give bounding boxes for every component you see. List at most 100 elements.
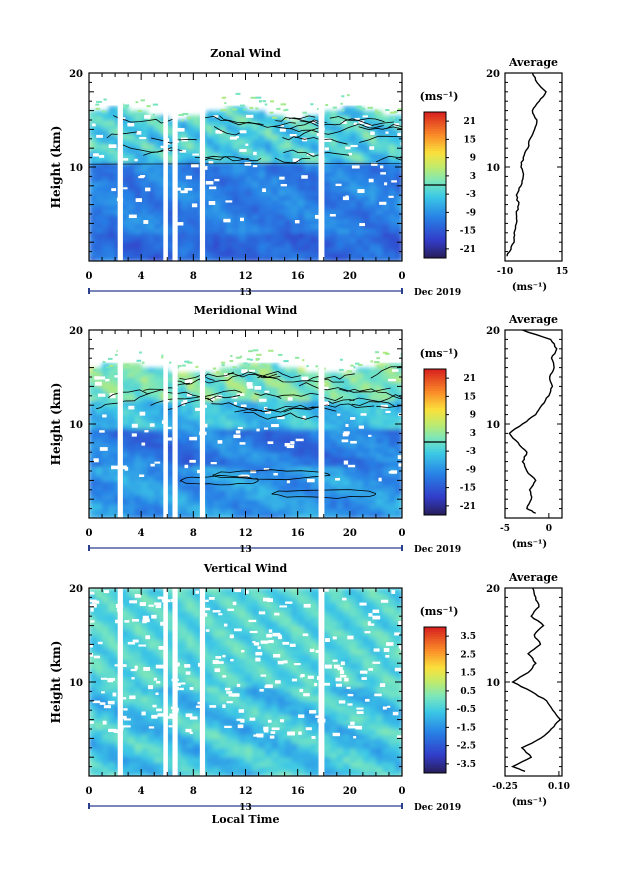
heatmap-cell	[154, 452, 162, 458]
heatmap-cell	[108, 218, 116, 224]
heatmap-cell	[141, 386, 149, 392]
heatmap-cell	[128, 663, 136, 669]
heatmap-cell	[95, 199, 103, 206]
heatmap-cell	[278, 195, 286, 201]
heatmap-cell	[134, 635, 142, 641]
heatmap-cell	[108, 738, 116, 744]
heatmap-cell	[356, 214, 364, 220]
sparse-echo	[377, 365, 380, 368]
missing-data-speckle	[94, 376, 100, 380]
heatmap-cell	[108, 658, 116, 664]
heatmap-cell	[193, 242, 201, 248]
heatmap-cell	[219, 766, 227, 772]
heatmap-cell	[147, 124, 155, 130]
heatmap-cell	[141, 705, 149, 711]
heatmap-cell	[121, 242, 129, 248]
heatmap-cell	[108, 110, 116, 116]
heatmap-cell	[225, 630, 234, 636]
heatmap-cell	[102, 433, 110, 439]
colorbar-swatch	[424, 185, 446, 188]
heatmap-cell	[167, 682, 175, 688]
heatmap-cell	[271, 452, 279, 458]
heatmap-cell	[180, 761, 188, 768]
sparse-echo	[280, 103, 287, 106]
heatmap-cell	[128, 653, 136, 660]
heatmap-cell	[291, 419, 299, 425]
missing-data-speckle	[248, 369, 255, 372]
heatmap-cell	[349, 513, 357, 518]
heatmap-cell	[147, 167, 155, 173]
contour-line	[376, 405, 402, 408]
heatmap-cell	[219, 475, 227, 481]
profile-x-tick-label: -5	[500, 524, 510, 534]
heatmap-cell	[245, 110, 253, 116]
heatmap-cell	[212, 438, 221, 444]
missing-data-speckle	[233, 401, 237, 405]
heatmap-cell	[362, 199, 370, 206]
heatmap-cell	[102, 181, 110, 187]
profile-x-tick-label: 15	[556, 267, 569, 277]
heatmap-cell	[238, 395, 247, 402]
heatmap-cell	[219, 485, 227, 491]
heatmap-cell	[180, 475, 188, 481]
heatmap-cell	[89, 682, 97, 688]
heatmap-cell	[238, 620, 247, 627]
colorbar-swatch	[424, 451, 446, 455]
heatmap-cell	[349, 120, 357, 126]
heatmap-cell	[252, 644, 260, 650]
heatmap-cell	[141, 167, 149, 173]
heatmap-cell	[291, 391, 299, 397]
heatmap-cell	[252, 424, 260, 430]
heatmap-cell	[362, 232, 370, 239]
heatmap-cell	[206, 658, 214, 664]
heatmap-cell	[193, 658, 201, 664]
contour-line	[264, 404, 324, 411]
heatmap-cell	[193, 475, 201, 481]
heatmap-cell	[336, 475, 344, 481]
heatmap-cell	[291, 414, 299, 420]
colorbar-swatch	[424, 415, 446, 419]
heatmap-cell	[134, 475, 142, 481]
heatmap-cell	[375, 494, 384, 500]
heatmap-cell	[245, 729, 253, 735]
heatmap-cell	[128, 428, 136, 434]
heatmap-cell	[369, 124, 377, 130]
heatmap-cell	[212, 237, 221, 243]
heatmap-cell	[121, 686, 129, 692]
heatmap-cell	[349, 391, 357, 397]
missing-data-speckle	[208, 200, 216, 205]
heatmap-cell	[245, 625, 253, 631]
heatmap-cell	[362, 424, 370, 430]
missing-data-speckle	[353, 122, 358, 126]
heatmap-cell	[232, 143, 240, 149]
heatmap-cell	[291, 218, 299, 224]
heatmap-cell	[382, 362, 390, 369]
heatmap-cell	[212, 256, 221, 261]
heatmap-cell	[134, 214, 142, 220]
heatmap-cell	[232, 752, 240, 758]
heatmap-cell	[323, 171, 331, 177]
heatmap-cell	[258, 152, 266, 159]
heatmap-cell	[180, 592, 188, 598]
heatmap-cell	[206, 677, 214, 683]
heatmap-cell	[206, 157, 214, 163]
heatmap-cell	[245, 152, 253, 159]
colorbar-swatch	[424, 420, 446, 424]
colorbar-swatch	[424, 393, 446, 397]
heatmap-cell	[154, 377, 162, 383]
heatmap-cell	[278, 246, 286, 253]
heatmap-cell	[245, 606, 253, 613]
heatmap-cell	[336, 499, 344, 505]
heatmap-cell	[89, 658, 97, 664]
heatmap-cell	[245, 611, 253, 617]
heatmap-cell	[330, 377, 338, 383]
heatmap-cell	[369, 452, 377, 458]
heatmap-cell	[304, 138, 312, 145]
missing-data-speckle	[175, 187, 181, 191]
heatmap-cell	[291, 485, 299, 491]
heatmap-cell	[212, 246, 221, 253]
heatmap-cell	[278, 513, 286, 518]
heatmap-cell	[388, 391, 397, 397]
heatmap-cell	[89, 442, 97, 449]
heatmap-cell	[252, 499, 260, 505]
